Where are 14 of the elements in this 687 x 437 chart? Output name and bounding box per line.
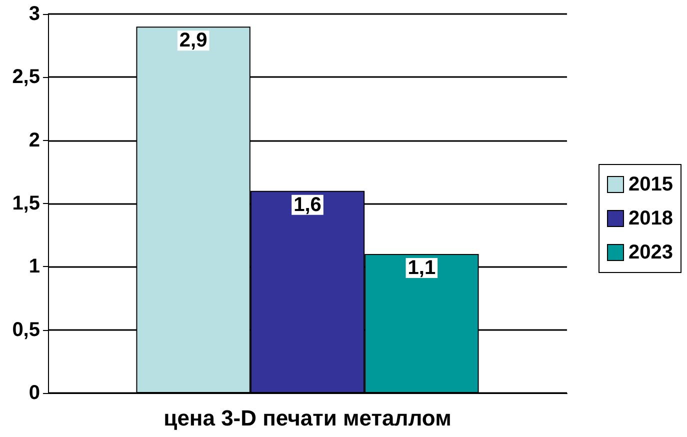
y-tick-label: 2 [28, 129, 40, 152]
y-tick-label: 2,5 [12, 66, 40, 88]
y-tick-label: 3 [28, 3, 40, 25]
data-label: 1,1 [408, 257, 436, 280]
y-tick-label: 0,5 [12, 318, 40, 341]
legend-label: 2015 [628, 174, 674, 196]
data-label: 2,9 [179, 30, 208, 52]
legend-label: 2018 [628, 208, 674, 230]
data-label: 1,6 [294, 194, 322, 216]
x-tick-label: цена 3-D печати металлом [164, 406, 452, 430]
legend-label: 2023 [628, 242, 674, 264]
y-tick-label: 0 [28, 382, 40, 404]
y-tick-label: 1 [28, 256, 40, 278]
y-tick-label: 1,5 [12, 192, 40, 214]
